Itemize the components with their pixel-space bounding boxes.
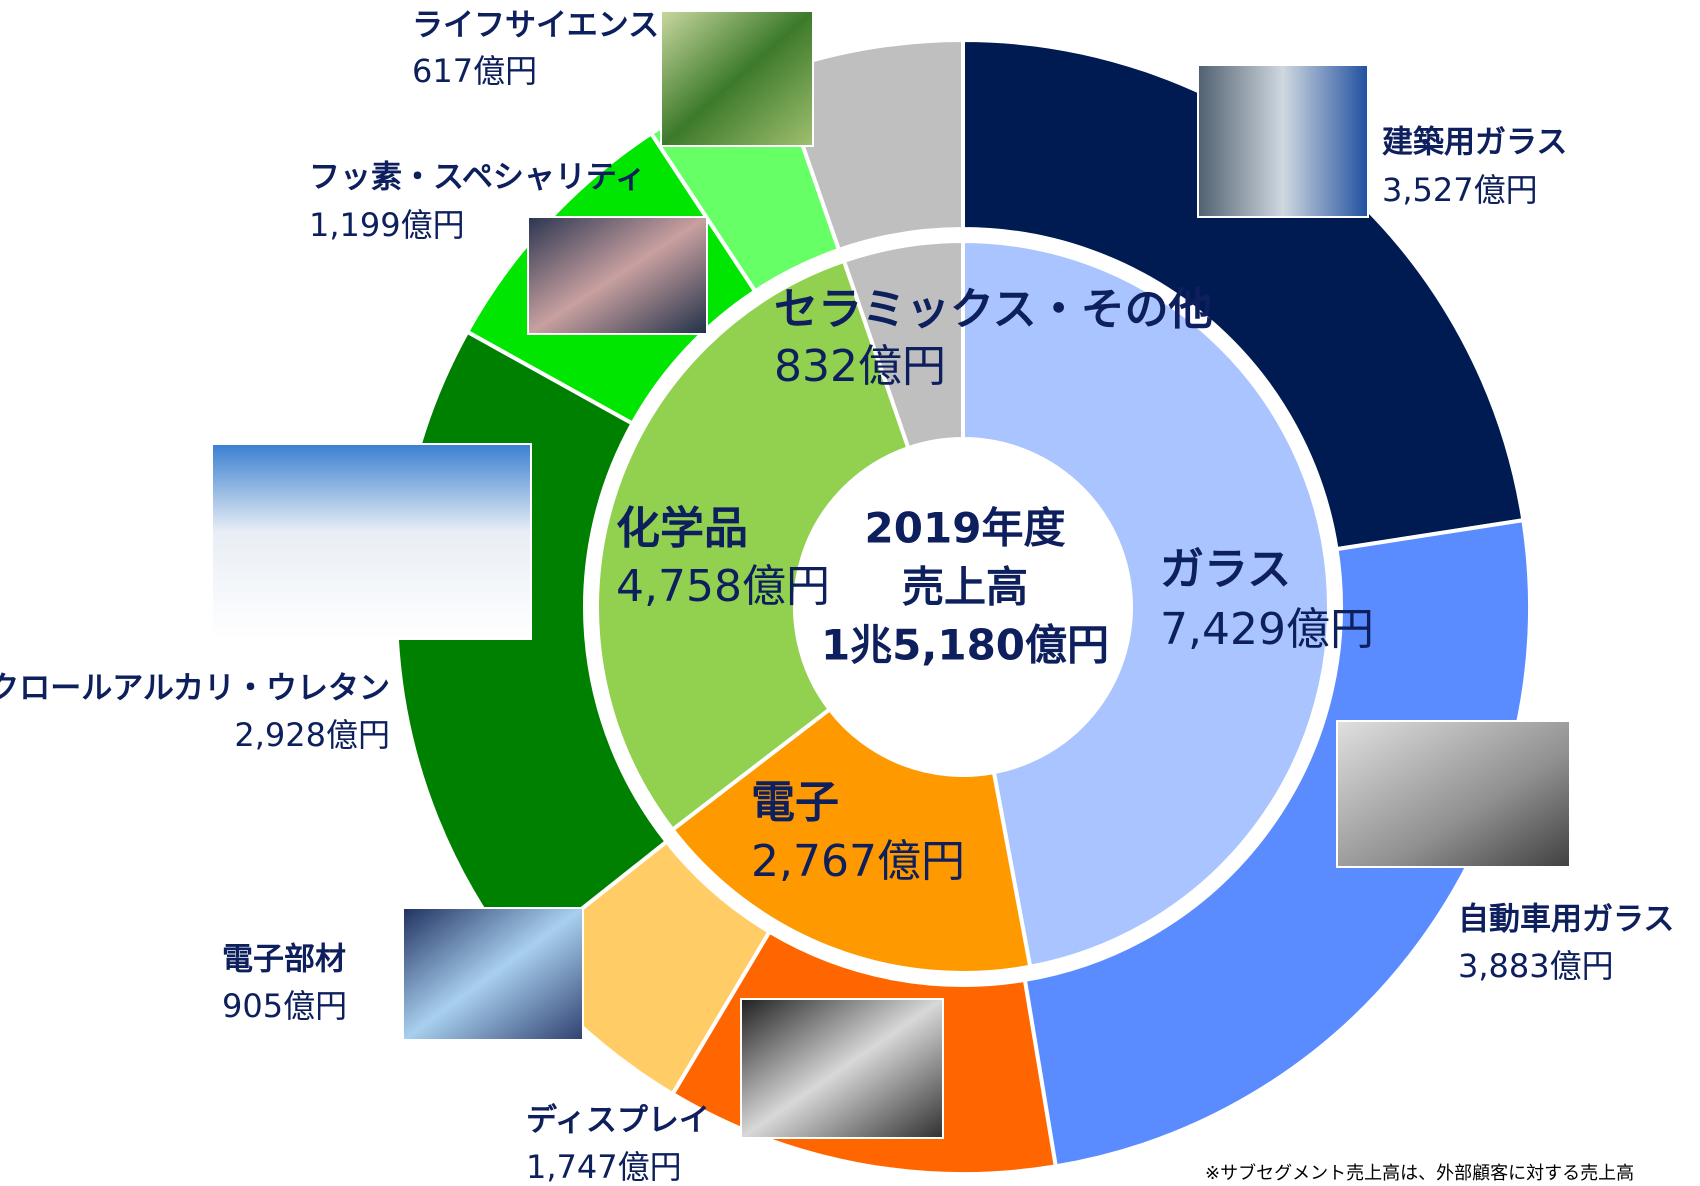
- inner-segment: [841, 238, 965, 451]
- outer-value-label: 1,199億円: [309, 206, 465, 244]
- outer-value-label: 3,883億円: [1458, 947, 1614, 985]
- center-label: 1兆5,180億円: [821, 621, 1109, 670]
- outer-category-label: 建築用ガラス: [1382, 125, 1567, 161]
- inner-segment: [595, 258, 911, 833]
- photo: [402, 907, 584, 1041]
- photo: [527, 216, 708, 335]
- outer-category-label: ディスプレイ: [526, 1103, 710, 1139]
- footnote: ※サブセグメント売上高は、外部顧客に対する売上高: [1205, 1162, 1634, 1184]
- outer-value-label: 617億円: [412, 52, 537, 90]
- inner-category-label: ガラス: [1160, 544, 1291, 595]
- photo: [211, 443, 532, 640]
- photo: [660, 10, 814, 147]
- inner-category-label: 化学品: [616, 503, 748, 554]
- outer-category-label: フッ素・スペシャリティ: [309, 160, 646, 196]
- outer-segment: [774, 37, 965, 253]
- photos: [211, 10, 1571, 1139]
- outer-value-label: 905億円: [222, 987, 347, 1025]
- inner-value-label: 7,429億円: [1160, 604, 1374, 655]
- inner-segment: [961, 238, 1331, 970]
- inner-category-label: セラミックス・その他: [774, 284, 1213, 335]
- photo: [740, 998, 944, 1139]
- inner-value-label: 832億円: [774, 341, 946, 392]
- inner-value-label: 2,767億円: [751, 836, 965, 887]
- center-label: 2019年度: [865, 504, 1066, 553]
- outer-category-label: 自動車用ガラス: [1458, 902, 1674, 938]
- inner-value-label: 4,758億円: [616, 561, 830, 612]
- outer-category-label: クロールアルカリ・ウレタン: [0, 671, 390, 707]
- outer-value-label: 1,747億円: [526, 1148, 682, 1186]
- inner-category-label: 電子: [751, 777, 839, 828]
- photo: [1197, 64, 1369, 218]
- outer-category-label: ライフサイエンス: [412, 8, 659, 44]
- inner-segment: [669, 706, 1033, 975]
- photo: [1336, 720, 1571, 868]
- outer-value-label: 3,527億円: [1382, 171, 1538, 209]
- outer-value-label: 2,928億円: [234, 716, 390, 754]
- outer-category-label: 電子部材: [222, 942, 346, 978]
- center-label: 売上高: [902, 563, 1028, 612]
